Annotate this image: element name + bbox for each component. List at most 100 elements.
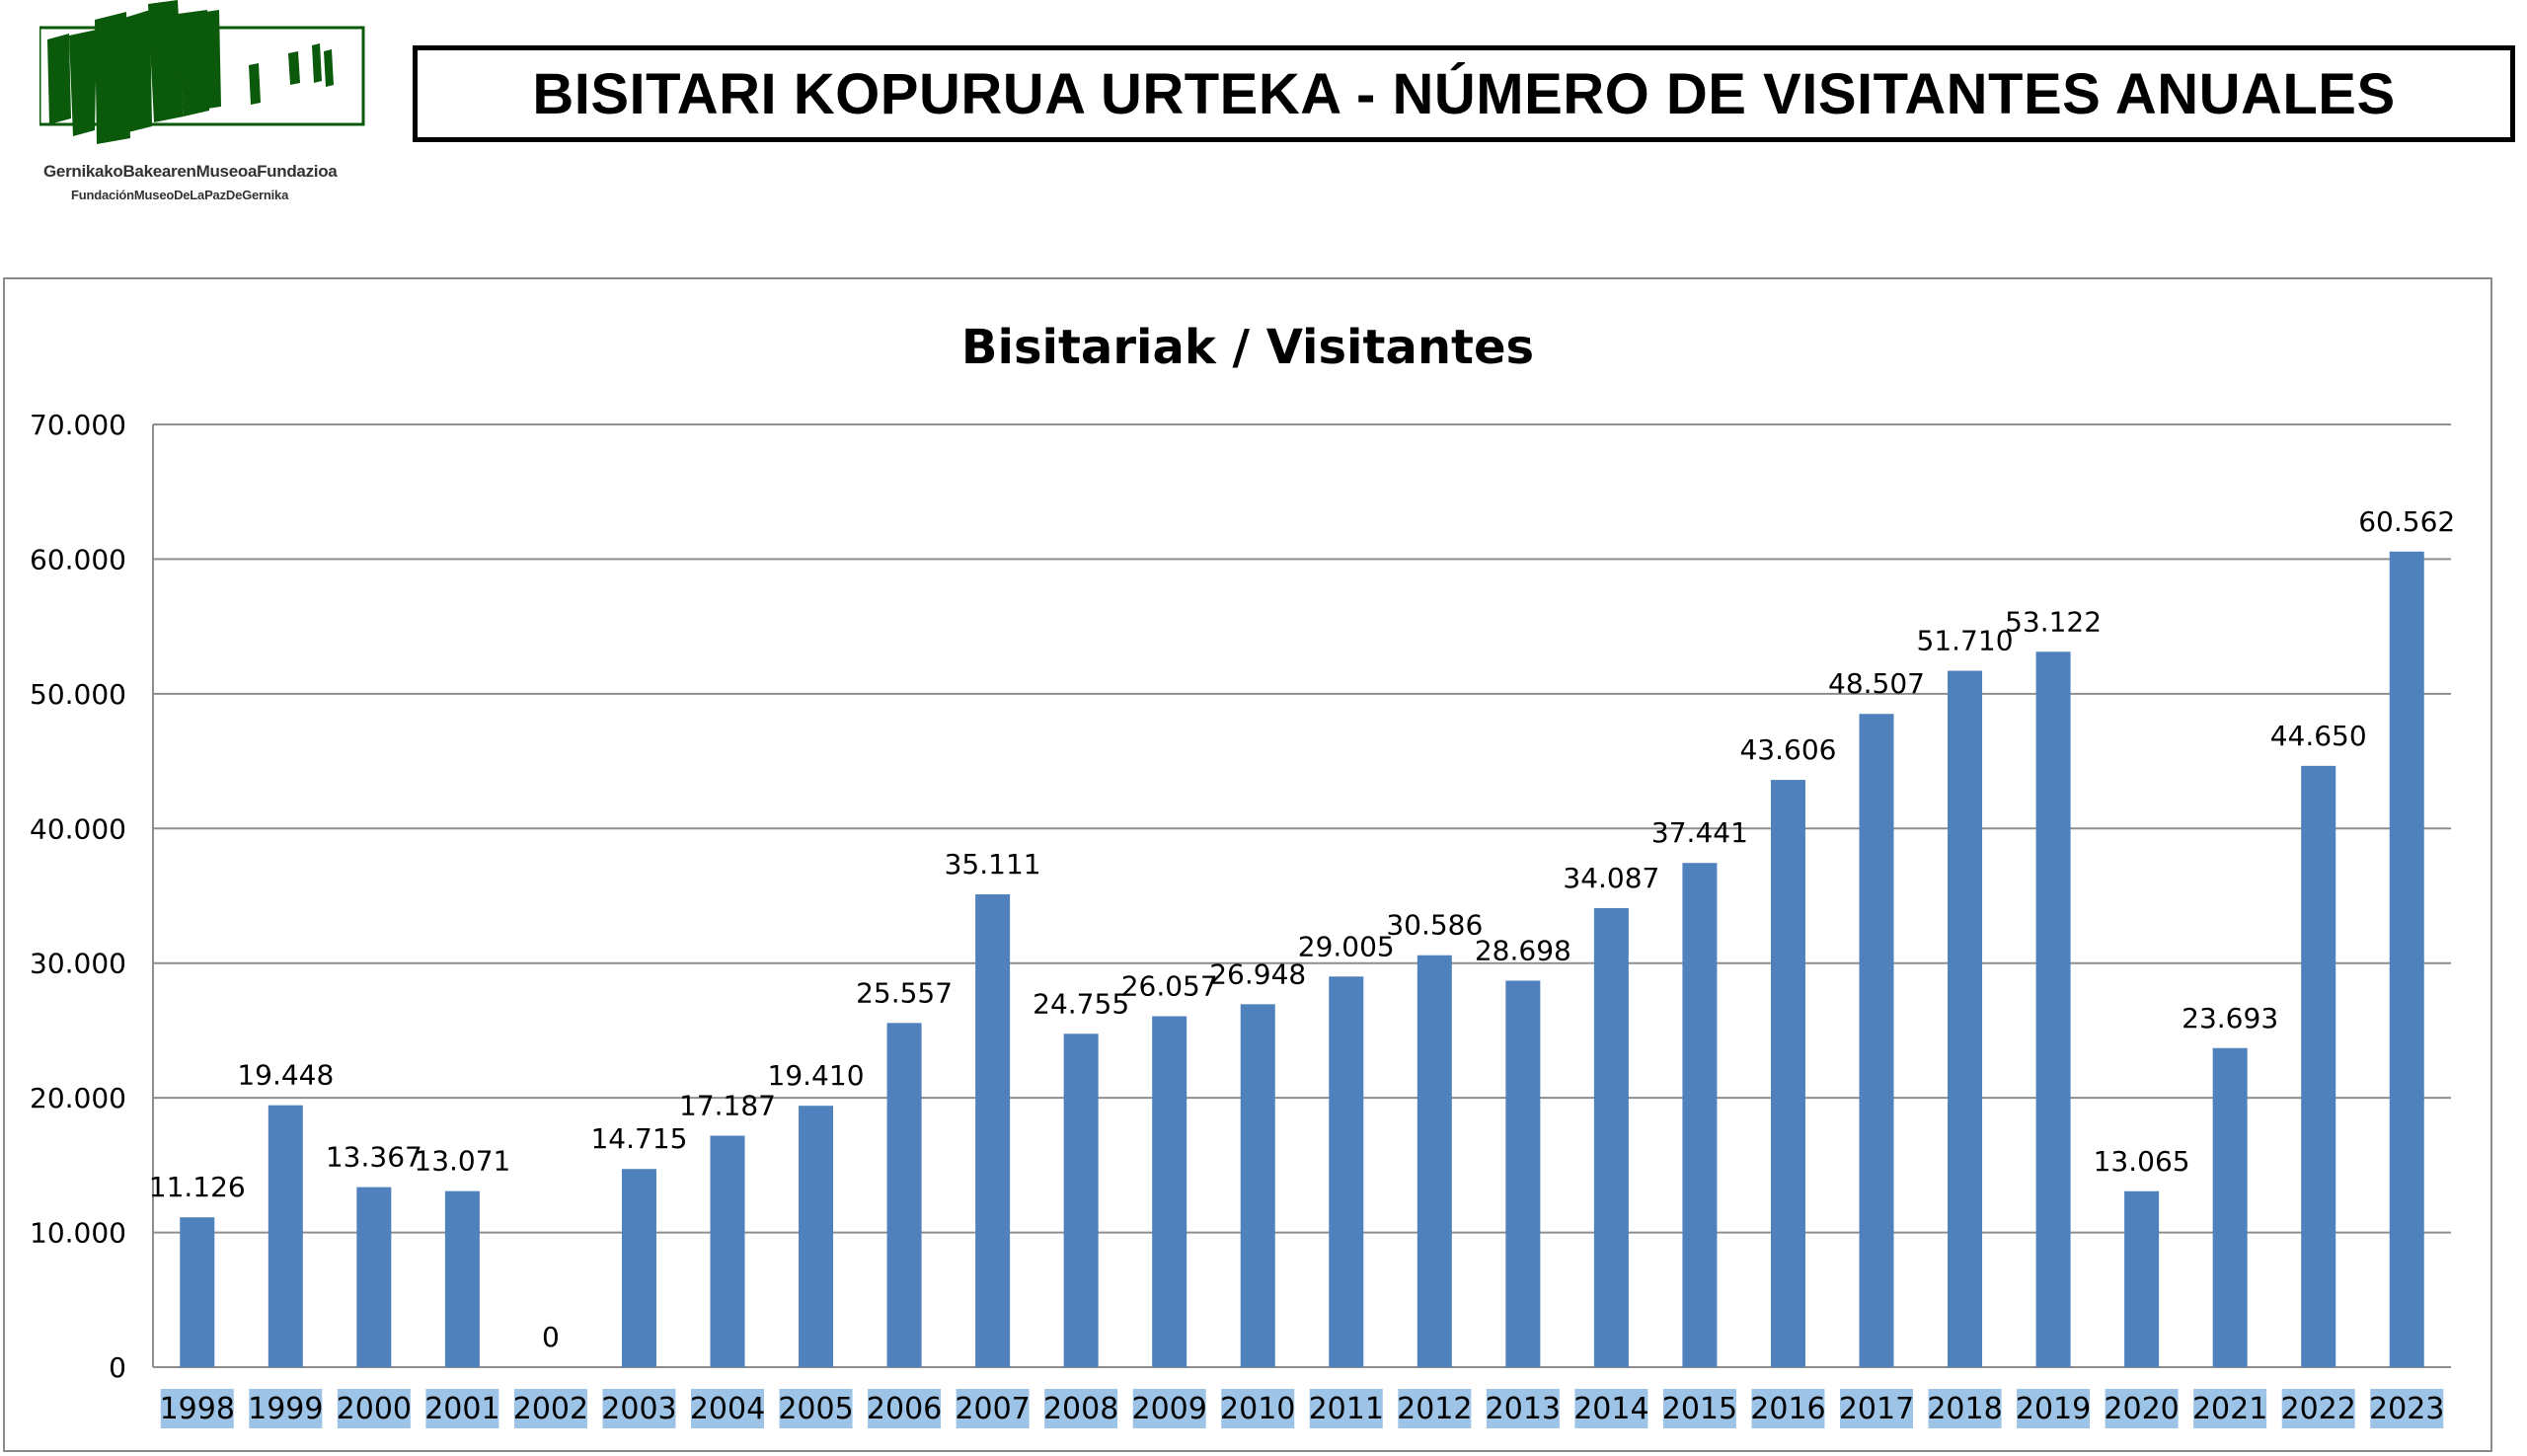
data-label-2023: 60.562 xyxy=(2358,505,2455,538)
data-label-2011: 29.005 xyxy=(1298,930,1395,962)
bar-2004 xyxy=(710,1135,745,1367)
x-tick-label-2017: 2017 xyxy=(1839,1392,1914,1426)
x-tick-label-2005: 2005 xyxy=(778,1392,853,1426)
bar-2006 xyxy=(886,1023,922,1367)
x-tick-label-2018: 2018 xyxy=(1927,1392,2002,1426)
bar-2015 xyxy=(1682,863,1718,1367)
x-tick-label-2001: 2001 xyxy=(424,1392,499,1426)
y-tick-label: 30.000 xyxy=(30,948,126,980)
x-tick-label-2022: 2022 xyxy=(2281,1392,2356,1426)
bar-2019 xyxy=(2035,651,2071,1367)
bar-2003 xyxy=(621,1169,656,1367)
data-label-2015: 37.441 xyxy=(1651,816,1748,849)
x-tick-label-2004: 2004 xyxy=(690,1392,765,1426)
x-tick-label-2020: 2020 xyxy=(2104,1392,2179,1426)
x-tick-label-bg xyxy=(1928,1389,2002,1428)
data-label-1999: 19.448 xyxy=(237,1059,334,1092)
x-tick-label-bg xyxy=(513,1389,587,1428)
bar-1999 xyxy=(268,1105,303,1367)
x-tick-label-bg xyxy=(956,1389,1030,1428)
x-tick-label-bg xyxy=(249,1389,323,1428)
y-tick-label: 70.000 xyxy=(30,409,126,441)
bar-2012 xyxy=(1417,955,1452,1367)
chart-title: Bisitariak / Visitantes xyxy=(961,320,1534,375)
x-tick-label-2021: 2021 xyxy=(2192,1392,2267,1426)
x-tick-label-2012: 2012 xyxy=(1397,1392,1472,1426)
x-tick-label-bg xyxy=(1751,1389,1825,1428)
x-tick-label-2016: 2016 xyxy=(1750,1392,1825,1426)
y-tick-label: 40.000 xyxy=(30,812,126,845)
x-tick-label-2006: 2006 xyxy=(867,1392,942,1426)
x-tick-label-2014: 2014 xyxy=(1573,1392,1648,1426)
data-label-2005: 19.410 xyxy=(768,1059,865,1092)
x-tick-label-2010: 2010 xyxy=(1220,1392,1295,1426)
bar-1998 xyxy=(180,1217,215,1367)
x-tick-label-bg xyxy=(868,1389,942,1428)
data-label-2017: 48.507 xyxy=(1828,667,1925,700)
x-tick-label-bg xyxy=(1486,1389,1560,1428)
bar-2011 xyxy=(1329,976,1364,1367)
data-label-2010: 26.948 xyxy=(1209,958,1306,990)
data-label-1998: 11.126 xyxy=(149,1171,246,1203)
page-title: BISITARI KOPURUA URTEKA - NÚMERO DE VISI… xyxy=(532,61,2396,126)
y-tick-label: 20.000 xyxy=(30,1082,126,1114)
x-tick-label-bg xyxy=(1309,1389,1383,1428)
data-label-2016: 43.606 xyxy=(1739,733,1836,766)
x-tick-label-bg xyxy=(691,1389,764,1428)
data-label-2012: 30.586 xyxy=(1386,909,1483,942)
x-tick-label-2008: 2008 xyxy=(1043,1392,1118,1426)
y-tick-label: 10.000 xyxy=(30,1217,126,1250)
y-tick-label: 0 xyxy=(109,1351,126,1384)
x-tick-label-2003: 2003 xyxy=(601,1392,676,1426)
logo-mark-icon xyxy=(38,0,365,144)
x-tick-label-bg xyxy=(1662,1389,1736,1428)
x-tick-label-2007: 2007 xyxy=(955,1392,1030,1426)
bar-2013 xyxy=(1505,980,1541,1367)
x-tick-label-bg xyxy=(1132,1389,1206,1428)
data-label-2014: 34.087 xyxy=(1563,862,1659,894)
x-tick-label-1998: 1998 xyxy=(160,1392,235,1426)
x-tick-label-bg xyxy=(2193,1389,2267,1428)
bar-2020 xyxy=(2124,1190,2160,1367)
bar-2023 xyxy=(2389,551,2424,1367)
data-label-2000: 13.367 xyxy=(326,1141,422,1174)
data-label-2021: 23.693 xyxy=(2182,1002,2278,1035)
data-label-2004: 17.187 xyxy=(679,1090,776,1122)
y-tick-label: 50.000 xyxy=(30,678,126,711)
data-label-2008: 24.755 xyxy=(1033,987,1129,1020)
bar-2000 xyxy=(356,1187,392,1367)
data-label-2018: 51.710 xyxy=(1917,625,2014,657)
x-tick-label-2011: 2011 xyxy=(1309,1392,1384,1426)
bar-2007 xyxy=(975,893,1011,1367)
data-label-2019: 53.122 xyxy=(2005,605,2102,638)
x-tick-label-bg xyxy=(2105,1389,2179,1428)
x-tick-label-2000: 2000 xyxy=(337,1392,412,1426)
bar-2008 xyxy=(1063,1034,1099,1367)
x-tick-label-2013: 2013 xyxy=(1486,1392,1561,1426)
logo-text-spanish: FundaciónMuseoDeLaPazDeGernika xyxy=(71,188,289,202)
x-tick-label-2019: 2019 xyxy=(2016,1392,2091,1426)
x-tick-label-bg xyxy=(2281,1389,2355,1428)
bar-chart: Bisitariak / Visitantes 0 10.000 20.000 30.… xyxy=(30,320,2455,1428)
x-tick-label-bg xyxy=(337,1389,411,1428)
x-tick-label-1999: 1999 xyxy=(248,1392,323,1426)
data-label-2022: 44.650 xyxy=(2270,720,2367,752)
data-label-2020: 13.065 xyxy=(2094,1145,2190,1178)
x-tick-label-bg xyxy=(1574,1389,1648,1428)
x-tick-label-bg xyxy=(779,1389,853,1428)
bar-2001 xyxy=(444,1190,480,1367)
data-label-2009: 26.057 xyxy=(1121,970,1218,1003)
bar-2014 xyxy=(1593,907,1629,1367)
x-tick-label-2002: 2002 xyxy=(513,1392,588,1426)
bar-2010 xyxy=(1240,1004,1275,1367)
x-tick-label-bg xyxy=(602,1389,676,1428)
data-label-2007: 35.111 xyxy=(945,848,1041,881)
data-label-2002: 0 xyxy=(542,1321,560,1353)
chart-frame: Bisitariak / Visitantes 0 10.000 20.000 30.… xyxy=(3,277,2492,1452)
museum-logo xyxy=(38,0,375,212)
data-label-2006: 25.557 xyxy=(856,976,953,1009)
x-tick-label-2023: 2023 xyxy=(2369,1392,2444,1426)
bar-2022 xyxy=(2301,765,2336,1367)
x-tick-label-bg xyxy=(2017,1389,2091,1428)
bar-2016 xyxy=(1770,780,1805,1367)
